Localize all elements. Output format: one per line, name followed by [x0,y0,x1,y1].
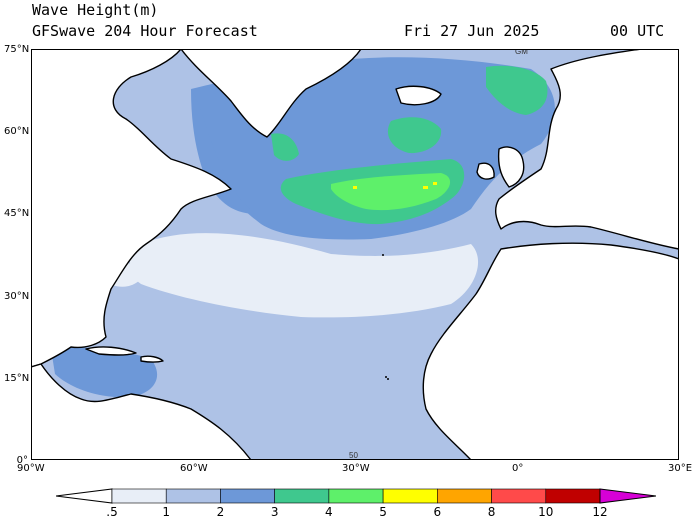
cuba-island [85,346,137,356]
map-title: Wave Height(m) [32,1,159,19]
lon-tick-30w: 30°W [342,463,370,474]
wave-3-4m-norwegian-sea [486,65,548,115]
lat-tick-30n: 30°N [4,291,30,302]
colorbar-label: 2 [216,505,225,519]
greenland-land [180,49,362,138]
africa-land [422,242,679,460]
forecast-time: 00 UTC [610,22,665,40]
map-annotation-50: 50 [349,451,358,460]
north-america-land [31,49,232,368]
wave-3-4m-greenland [271,133,299,161]
map-annotation-gm: GM [515,49,528,56]
lon-tick-90w: 90°W [17,463,45,474]
great-britain-island [497,146,525,188]
colorbar-box [437,488,492,504]
colorbar-min-arrow [56,488,113,504]
hispaniola-island [140,355,164,363]
colorbar-box [545,488,601,504]
colorbar-box [274,488,330,504]
lat-tick-45n: 45°N [4,208,30,219]
colorbar-max-arrow [599,488,656,504]
colorbar-box [491,488,547,504]
map-frame [31,49,679,460]
lat-tick-75n: 75°N [4,44,30,55]
colorbar-box [220,488,275,504]
colorbar-box [111,488,167,504]
colorbar-label: 5 [379,505,387,519]
wave-height-map: GM 50 [31,49,679,460]
colorbar-label: 6 [433,505,442,519]
colorbar-label: 8 [487,505,496,519]
colorbar-box [328,488,384,504]
colorbar-box [382,488,438,504]
colorbar-label: 10 [538,505,554,519]
ireland-island [476,162,495,180]
iceland-island [395,85,442,106]
forecast-date: Fri 27 Jun 2025 [404,22,540,40]
colorbar-box [165,488,221,504]
colorbar-label: 12 [592,505,608,519]
lat-tick-15n: 15°N [4,373,30,384]
colorbar-label: 1 [162,505,171,519]
colorbar-label: .5 [106,505,118,519]
colorbar-label: 3 [270,505,279,519]
wave-2-3m-caribbean [51,347,158,398]
calm-sea-zone [129,233,479,318]
colorbar-label: 4 [325,505,333,519]
wave-4-5m-core [331,173,451,211]
lat-tick-60n: 60°N [4,126,30,137]
lon-tick-60w: 60°W [180,463,208,474]
coastal-dots [382,254,389,380]
central-america-land [31,363,252,460]
wave-height-colorbar [56,488,656,504]
lon-tick-30e: 30°E [668,463,693,474]
wave-3-4m-iceland [387,117,442,154]
forecast-subtitle: GFSwave 204 Hour Forecast [32,22,258,40]
lat-tick-0: 0° [16,455,28,466]
lon-tick-0: 0° [512,463,524,474]
